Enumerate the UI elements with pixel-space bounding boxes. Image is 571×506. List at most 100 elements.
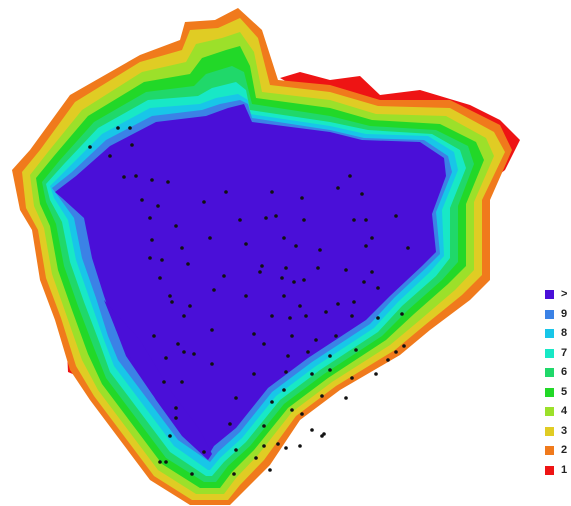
overlap-map [12,8,520,505]
camera-point [376,316,380,320]
camera-point [156,204,160,208]
camera-point [394,214,398,218]
camera-point [158,276,162,280]
camera-point [116,126,120,130]
camera-point [284,266,288,270]
camera-point [232,472,236,476]
camera-point [174,416,178,420]
camera-point [336,186,340,190]
camera-point [164,356,168,360]
camera-point [300,196,304,200]
legend-item: 8 [545,324,571,344]
camera-point [292,280,296,284]
camera-point [294,244,298,248]
camera-point [318,248,322,252]
camera-point [252,372,256,376]
legend-item: 2 [545,441,571,461]
camera-point [150,178,154,182]
camera-point [290,334,294,338]
camera-point [174,406,178,410]
camera-point [186,262,190,266]
legend-item: 9 [545,305,571,325]
camera-point [170,300,174,304]
camera-point [258,270,262,274]
camera-point [314,338,318,342]
camera-point [254,456,258,460]
camera-point [322,432,326,436]
camera-point [280,276,284,280]
camera-point [182,350,186,354]
legend-item: 7 [545,344,571,364]
camera-point [360,192,364,196]
legend-label: > [561,288,568,301]
camera-point [148,256,152,260]
camera-point [212,288,216,292]
camera-point [310,372,314,376]
camera-point [362,280,366,284]
legend-label: 1 [561,463,568,476]
camera-point [364,218,368,222]
camera-point [348,174,352,178]
camera-point [238,218,242,222]
camera-point [370,236,374,240]
camera-point [202,450,206,454]
legend-item: > [545,285,571,305]
camera-point [402,344,406,348]
legend-label: 7 [561,346,568,359]
camera-point [370,270,374,274]
legend-label: 4 [561,405,568,418]
camera-point [168,434,172,438]
camera-point [350,376,354,380]
camera-point [270,400,274,404]
legend-label: 5 [561,385,568,398]
camera-point [268,468,272,472]
camera-point [192,352,196,356]
camera-point [290,408,294,412]
camera-point [174,224,178,228]
camera-point [350,314,354,318]
camera-point [262,424,266,428]
camera-point [304,314,308,318]
camera-point [328,368,332,372]
camera-point [320,394,324,398]
legend-swatch [545,387,554,397]
camera-point [270,314,274,318]
camera-point [164,460,168,464]
camera-point [282,294,286,298]
camera-point [288,316,292,320]
legend-swatch [545,426,554,436]
camera-point [298,444,302,448]
legend-swatch [545,407,554,417]
camera-point [344,396,348,400]
camera-point [122,175,126,179]
camera-point [140,198,144,202]
camera-point [306,350,310,354]
legend-label: 3 [561,424,568,437]
camera-point [88,145,92,149]
camera-point [234,396,238,400]
camera-point [160,258,164,262]
camera-point [274,214,278,218]
camera-point [260,264,264,268]
camera-point [244,242,248,246]
camera-point [234,448,238,452]
camera-point [352,218,356,222]
camera-point [324,310,328,314]
camera-point [364,244,368,248]
camera-point [386,358,390,362]
camera-point [252,332,256,336]
camera-point [262,444,266,448]
legend-item: 5 [545,383,571,403]
camera-point [298,304,302,308]
legend-swatch [545,446,554,456]
camera-point [376,286,380,290]
camera-point [130,143,134,147]
camera-point [302,218,306,222]
camera-point [262,342,266,346]
camera-point [210,362,214,366]
camera-point [228,422,232,426]
camera-point [316,266,320,270]
overlap-zone-high [55,104,446,460]
legend-swatch [545,348,554,358]
camera-point [406,246,410,250]
